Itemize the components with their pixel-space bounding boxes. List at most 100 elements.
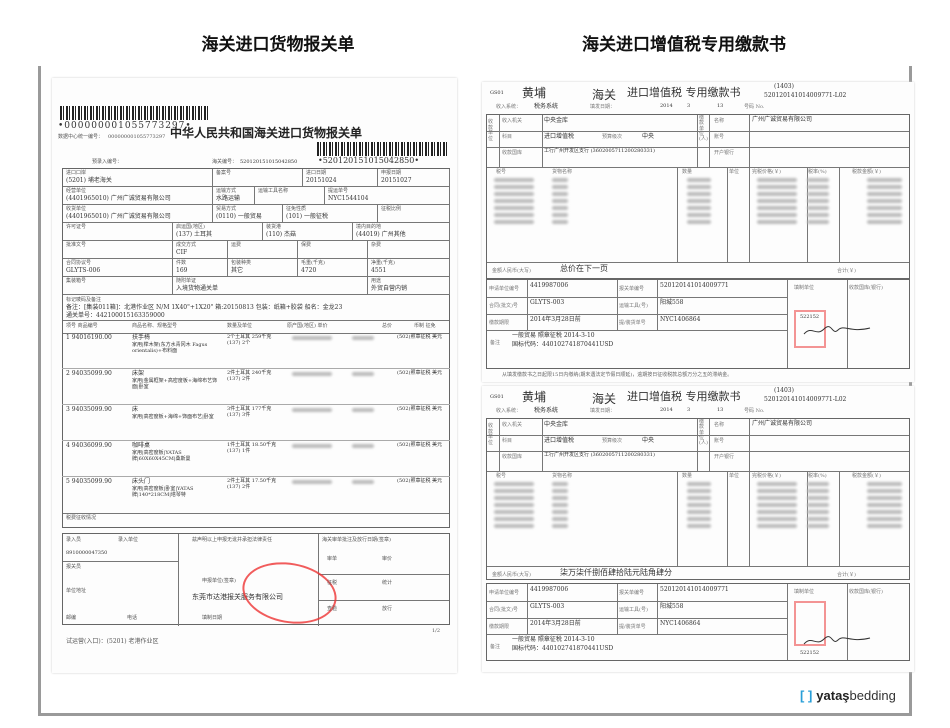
blurred-qty (687, 489, 711, 493)
amount-label: 金额人民币(大写) (492, 268, 531, 274)
total-label: 合计(￥) (837, 572, 856, 578)
remarks-2: 通关单号：442100015163359000 (66, 312, 165, 319)
field-value: (5201) 埔老海关 (66, 177, 112, 184)
receipt-number: 520120141014009771-L02 (764, 92, 847, 99)
blurred-rate (807, 213, 829, 217)
item-currency: (502)照章征税 美元 (397, 406, 443, 412)
blurred-rate (807, 220, 829, 224)
field-cell: 征免性质 (101) 一般征税 (283, 205, 378, 223)
no-label: 号码 No. (744, 408, 765, 414)
bank-label: 开户银行 (714, 454, 735, 460)
bill-label: 提/装货单号 (619, 320, 646, 326)
blurred-tax (867, 185, 902, 189)
blurred-tax (867, 482, 902, 486)
field-value: 169 (176, 267, 188, 274)
col-header: 数量及单位 (227, 323, 253, 329)
blurred-goods (552, 517, 568, 521)
blurred-value (757, 496, 797, 500)
customs-declaration-form: •000000001055773297• 数据中心统一编号： 000000001… (52, 78, 457, 673)
transport: 阳城558 (660, 299, 684, 306)
blurred-tax-no (494, 510, 534, 514)
blurred-value (757, 192, 797, 196)
blurred-tax-no (494, 517, 534, 521)
field-label: 贸易方式 (216, 206, 237, 212)
receipt-grid (486, 418, 910, 580)
field-value: 入境货物通关单 (176, 285, 219, 292)
amount-words: 柒万柒仟捌佰肆拾陆元陆角肆分 (560, 568, 672, 577)
blurred-rate (807, 510, 829, 514)
applicant-label: 申请单位编号 (489, 590, 520, 596)
page-number: 1/2 (432, 628, 441, 634)
field-value: (137) 土耳其 (176, 231, 213, 238)
customs-no-label: 海关编号： (212, 159, 238, 165)
remark-1: 一般贸易 照章征税 2014-3-10 (512, 636, 595, 643)
field-label: 净重(千克) (371, 260, 395, 266)
seal-no: 522152 (800, 650, 820, 656)
col-header: 币制 征免 (414, 323, 436, 329)
barcode (60, 106, 210, 120)
blurred-tax (867, 510, 902, 514)
blurred-goods (552, 185, 568, 189)
blurred-rate (807, 178, 829, 182)
blurred-qty (687, 220, 711, 224)
subject: 进口增值税 (544, 437, 575, 444)
col-header: 单位 (729, 473, 740, 479)
blurred-rate (807, 185, 829, 189)
fill-date-label: 填制日期 (202, 615, 223, 621)
decl-no: 520120141014009771 (660, 586, 729, 593)
field-value: 4551 (371, 267, 387, 274)
authority: 中央金库 (544, 421, 569, 428)
item-name: 床 (132, 406, 139, 413)
bank-receive-label: 收款国库(银行) (849, 589, 883, 595)
blurred-qty (687, 517, 711, 521)
field-value: 20151024 (306, 177, 337, 184)
blurred-value (757, 524, 797, 528)
blurred-goods (552, 482, 568, 486)
blurred-qty (687, 192, 711, 196)
blurred-rate (807, 489, 829, 493)
field-label: 毛重(千克) (301, 260, 325, 266)
field-value: (0110) 一般贸易 (216, 213, 262, 220)
receipt-lower-grid (486, 583, 910, 661)
field-cell: 许可证号 (63, 223, 173, 241)
blurred-tax (867, 192, 902, 196)
blurred-value (757, 503, 797, 507)
filler-label: 填制单位 (794, 285, 815, 291)
col-header: 货物名称 (552, 169, 573, 175)
heading-vat-receipt: 海关进口增值税专用缴款书 (582, 35, 786, 55)
treasury: 工行广州开发区支行 (3602005711200280331) (544, 452, 655, 458)
col-header: 单位 (729, 169, 740, 175)
declaring-unit-label: 申报单位(签章) (202, 578, 236, 584)
blurred-tax (867, 517, 902, 521)
field-label: 合同协议号 (66, 260, 92, 266)
contract-label: 合同(批文)号 (489, 607, 518, 613)
barcode-number: •000000001055773297• (58, 121, 192, 131)
approval-field: 审价 (382, 556, 393, 562)
bill-no: NYC1406864 (660, 316, 701, 323)
field-label: 用途 (371, 278, 382, 284)
blurred-goods (552, 220, 568, 224)
field-cell: 征税比例 (378, 205, 450, 223)
blurred-tax (867, 503, 902, 507)
blurred-value (757, 199, 797, 203)
blurred-goods (552, 206, 568, 210)
budget: 中央 (642, 437, 655, 444)
applicant-no: 4419987006 (530, 586, 569, 593)
blurred-tax-no (494, 213, 534, 217)
blurred-qty (687, 178, 711, 182)
receipt-code: GS01 (490, 394, 504, 400)
blurred-tax (867, 220, 902, 224)
field-label: 保费 (301, 242, 312, 248)
transport-label: 运输工具(号) (619, 607, 648, 613)
form-footer: 试运营(入口)：(5201) 老港作业区 (66, 638, 159, 645)
field-cell: 杂费 (368, 241, 450, 259)
income-system: 税务系统 (534, 103, 559, 110)
bank-receive-label: 收款国库(银行) (849, 285, 883, 291)
deadline-label: 缴款期限 (489, 320, 510, 326)
blurred-qty (687, 199, 711, 203)
item-code: 3 94035099.90 (66, 406, 112, 413)
contract-no: GLYTS-003 (530, 299, 565, 306)
receipt-code: GS01 (490, 90, 504, 96)
declaring-unit: 东莞市达港报关服务有限公司 (192, 593, 283, 601)
tax-label: 税费征收情况 (66, 515, 97, 521)
